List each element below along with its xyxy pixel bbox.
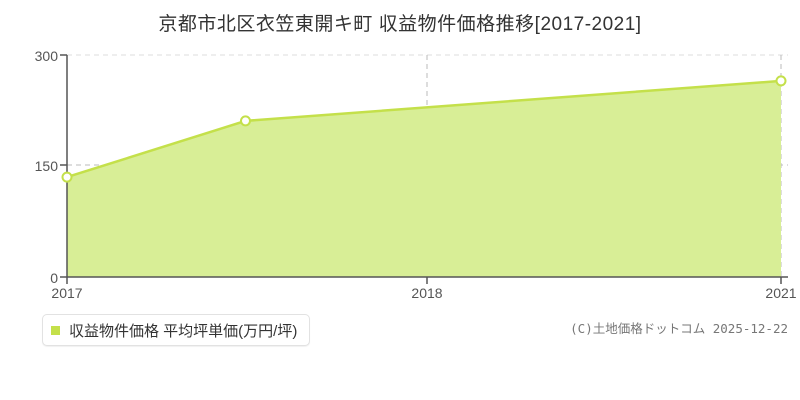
area-fill-series-1 [67, 80, 781, 278]
data-point-2018[interactable] [240, 115, 251, 127]
legend-color-swatch-icon [51, 325, 60, 335]
legend-series-label: 収益物件価格 平均坪単価(万円/坪) [69, 322, 298, 340]
chart-legend[interactable]: 収益物件価格 平均坪単価(万円/坪) [42, 314, 311, 346]
data-point-2021[interactable] [775, 75, 787, 87]
y-axis-tick-300: 300 [34, 48, 58, 64]
x-axis-tick-2018: 2018 [411, 285, 443, 301]
y-axis-tick-150: 150 [34, 158, 58, 174]
copyright-credit: (C)土地価格ドットコム 2025-12-22 [570, 321, 788, 336]
x-axis-tick-2017: 2017 [51, 285, 83, 301]
chart-title: 京都市北区衣笠東開キ町 収益物件価格推移[2017-2021] [158, 14, 642, 35]
y-axis-tick-0: 0 [50, 270, 58, 286]
x-axis-tick-2021: 2021 [765, 285, 797, 301]
data-point-2017[interactable] [61, 171, 73, 183]
